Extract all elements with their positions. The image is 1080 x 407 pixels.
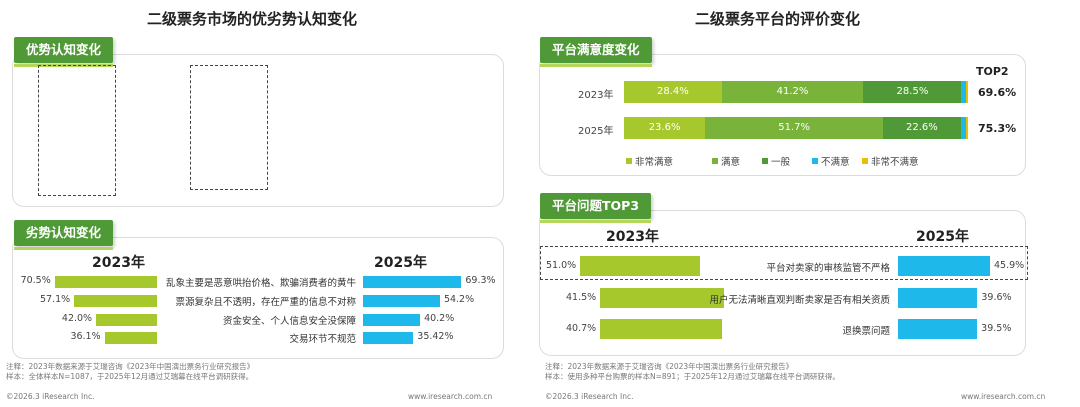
left-note-2: 样本：全体样本N=1087，于2025年12月通过艾瑞幕在线平台调研获得。 xyxy=(6,372,254,381)
prob-category-label: 平台对卖家的审核监管不严格 xyxy=(766,263,890,274)
advantage-panel xyxy=(12,54,504,207)
prob-bar-2025 xyxy=(898,288,978,308)
top2-value: 75.3% xyxy=(978,122,1017,135)
legend-swatch xyxy=(626,158,632,164)
dis-category-label: 票源复杂且不透明，存在严重的信息不对称 xyxy=(175,297,356,308)
dis-bar-2025 xyxy=(363,295,440,307)
legend-label: 满意 xyxy=(721,157,741,168)
dis-value-2023: 70.5% xyxy=(20,275,51,286)
legend-swatch xyxy=(712,158,718,164)
dis-year-2023: 2023年 xyxy=(92,255,145,271)
prob-bar-2023 xyxy=(600,319,722,339)
dis-bar-2025 xyxy=(363,276,462,288)
prob-year-2025: 2025年 xyxy=(916,229,969,245)
left-note-1: 注释：2023年数据来源于艾瑞咨询《2023年中国演出票务行业研究报告》 xyxy=(6,362,255,371)
prob-value-2025: 39.5% xyxy=(981,323,1012,334)
advantage-tag: 优势认知变化 xyxy=(14,37,114,67)
right-footer-copyright: ©2026.3 iResearch Inc. xyxy=(545,392,634,401)
prob-bar-2023 xyxy=(600,288,724,308)
sat-segment-4 xyxy=(966,117,968,139)
prob-bar-2025 xyxy=(898,256,990,276)
sat-segment-0: 23.6% xyxy=(624,117,706,139)
legend-label: 一般 xyxy=(771,157,791,168)
sat-segment-4 xyxy=(966,81,968,103)
dis-value-2025: 54.2% xyxy=(443,294,475,305)
legend-item-3: 不满意 xyxy=(812,154,850,168)
sat-year-label: 2023年 xyxy=(578,90,614,101)
placeholder-box-1 xyxy=(38,65,116,196)
legend-item-1: 满意 xyxy=(712,154,740,168)
sat-segment-0: 28.4% xyxy=(624,81,722,103)
legend-swatch xyxy=(862,158,868,164)
left-footer-copyright: ©2026.3 iResearch Inc. xyxy=(6,392,95,401)
sat-segment-1: 41.2% xyxy=(721,81,864,103)
legend-label: 非常满意 xyxy=(635,157,674,168)
dis-value-2023: 36.1% xyxy=(70,331,101,342)
top2-value: 69.6% xyxy=(978,86,1017,99)
dis-value-2023: 42.0% xyxy=(61,313,93,324)
prob-year-2023: 2023年 xyxy=(606,229,659,245)
dis-bar-2023 xyxy=(74,295,157,307)
dis-value-2025: 35.42% xyxy=(417,331,454,342)
legend-item-0: 非常满意 xyxy=(626,154,673,168)
dis-bar-2023 xyxy=(54,276,157,288)
legend-label: 非常不满意 xyxy=(871,157,919,168)
right-note-1: 注释：2023年数据来源于艾瑞咨询《2023年中国演出票务行业研究报告》 xyxy=(545,362,794,371)
dis-value-2025: 40.2% xyxy=(424,313,455,324)
legend-swatch xyxy=(812,158,818,164)
prob-bar-2023 xyxy=(580,256,700,276)
dis-category-label: 资金安全、个人信息安全没保障 xyxy=(222,316,356,327)
prob-category-label: 用户无法清晰直观判断卖家是否有相关资质 xyxy=(709,295,890,306)
dis-bar-2025 xyxy=(363,332,414,344)
prob-value-2023: 51.0% xyxy=(546,260,577,271)
prob-bar-2025 xyxy=(898,319,978,339)
satisfaction-tag: 平台满意度变化 xyxy=(540,37,652,67)
sat-year-label: 2025年 xyxy=(578,126,614,137)
prob-value-2023: 41.5% xyxy=(566,292,597,303)
prob-category-label: 退换票问题 xyxy=(842,326,890,337)
dis-value-2025: 69.3% xyxy=(465,275,496,286)
prob-value-2023: 40.7% xyxy=(566,323,597,334)
legend-swatch xyxy=(762,158,768,164)
legend-label: 不满意 xyxy=(821,157,850,168)
dis-bar-2023 xyxy=(96,314,157,326)
dis-bar-2025 xyxy=(363,314,421,326)
sat-segment-2: 22.6% xyxy=(883,117,961,139)
placeholder-box-2 xyxy=(190,65,268,190)
legend-item-4: 非常不满意 xyxy=(862,154,919,168)
left-footer-url[interactable]: www.iresearch.com.cn xyxy=(408,392,493,401)
left-panel-title: 二级票务市场的优劣势认知变化 xyxy=(147,10,358,28)
sat-segment-3 xyxy=(960,117,967,139)
dis-category-label: 交易环节不规范 xyxy=(289,334,356,345)
right-footer-url[interactable]: www.iresearch.com.cn xyxy=(961,392,1046,401)
right-note-2: 样本：使用多种平台购票的样本N=891；于2025年12月通过艾瑞幕在线平台调研… xyxy=(545,372,840,381)
dis-bar-2023 xyxy=(104,332,157,344)
right-panel-title: 二级票务平台的评价变化 xyxy=(695,10,861,28)
sat-segment-2: 28.5% xyxy=(863,81,962,103)
problem-tag: 平台问题TOP3 xyxy=(540,193,652,223)
prob-value-2025: 39.6% xyxy=(981,292,1012,303)
top2-header: TOP2 xyxy=(976,65,1009,78)
prob-value-2025: 45.9% xyxy=(994,260,1025,271)
dis-value-2023: 57.1% xyxy=(40,294,71,305)
sat-stack-row: 23.6% 51.7% 22.6% xyxy=(624,117,968,139)
disadvantage-tag: 劣势认知变化 xyxy=(14,220,114,250)
sat-segment-1: 51.7% xyxy=(705,117,884,139)
sat-segment-3 xyxy=(961,81,967,103)
dis-year-2025: 2025年 xyxy=(374,255,427,271)
sat-stack-row: 28.4% 41.2% 28.5% xyxy=(624,81,968,103)
satisfaction-panel xyxy=(539,54,1026,176)
legend-item-2: 一般 xyxy=(762,154,790,168)
highlight-box xyxy=(540,246,1028,280)
dis-category-label: 乱象主要是恶意哄抬价格、欺骗消费者的黄牛 xyxy=(165,278,356,289)
